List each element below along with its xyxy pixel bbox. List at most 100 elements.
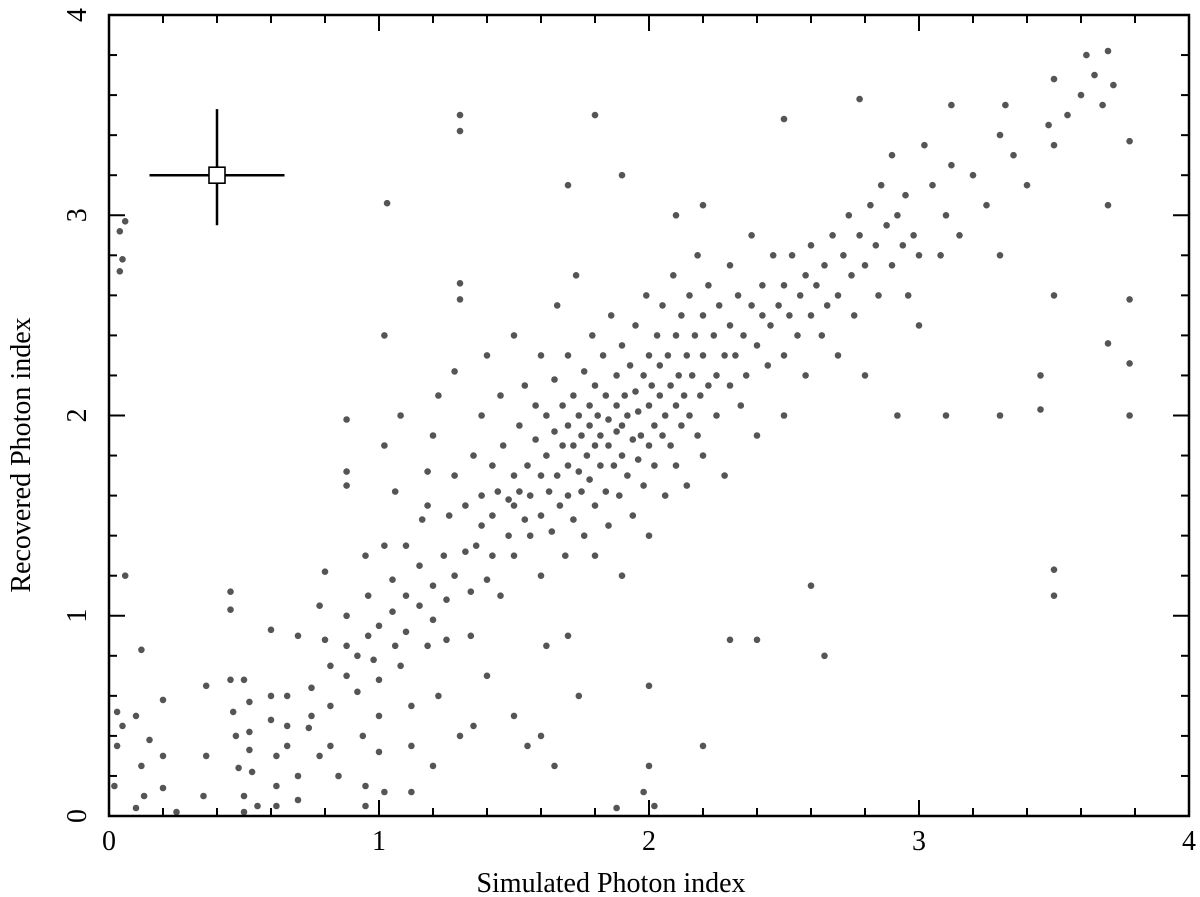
data-point: [594, 412, 601, 419]
data-point: [1050, 292, 1058, 299]
data-point: [532, 402, 539, 409]
data-point: [375, 622, 383, 630]
data-point: [675, 372, 682, 379]
data-point: [456, 111, 464, 119]
y-tick-label: 1: [62, 609, 93, 623]
data-point: [526, 532, 534, 539]
x-tick-label: 3: [912, 826, 926, 857]
data-point: [456, 127, 464, 135]
data-point: [497, 592, 504, 599]
data-point: [618, 171, 626, 179]
x-tick-label: 0: [102, 826, 116, 857]
data-point: [1104, 340, 1112, 347]
data-point: [227, 588, 234, 595]
data-point: [840, 252, 847, 259]
data-point: [470, 452, 477, 459]
error-bar-square: [208, 166, 226, 184]
data-point: [748, 302, 755, 309]
data-point: [640, 788, 647, 796]
data-point: [591, 111, 599, 119]
data-point: [861, 372, 869, 379]
data-point: [807, 312, 815, 319]
data-point: [575, 468, 583, 475]
data-point: [483, 672, 491, 680]
data-point: [273, 802, 280, 810]
data-point: [138, 762, 145, 770]
data-point: [553, 472, 561, 479]
data-point: [537, 512, 545, 519]
data-point: [537, 352, 545, 359]
data-point: [726, 322, 734, 329]
data-point: [489, 462, 496, 469]
data-point: [618, 572, 626, 579]
data-point: [267, 692, 275, 700]
data-point: [996, 412, 1004, 419]
data-point: [1099, 101, 1106, 109]
data-point: [267, 716, 275, 724]
data-point: [591, 442, 599, 449]
data-point: [780, 412, 788, 419]
data-point: [624, 412, 631, 419]
data-point: [713, 372, 720, 379]
data-point: [451, 472, 458, 479]
data-point: [678, 312, 685, 319]
data-point: [381, 442, 388, 449]
data-point: [616, 492, 623, 499]
data-point: [661, 492, 669, 499]
data-point: [564, 462, 572, 469]
data-point: [227, 676, 234, 684]
y-tick-label: 0: [62, 809, 93, 823]
data-point: [564, 422, 572, 429]
data-point: [861, 262, 869, 269]
data-point: [1126, 137, 1133, 145]
data-point: [613, 402, 620, 409]
data-point: [408, 788, 415, 796]
data-point: [570, 392, 577, 399]
data-point: [559, 442, 566, 449]
data-point: [283, 692, 291, 700]
data-point: [294, 772, 302, 780]
data-point: [726, 262, 734, 269]
data-point: [327, 662, 334, 670]
data-point: [802, 272, 809, 279]
data-point: [499, 442, 507, 449]
data-point: [667, 442, 674, 449]
data-point: [591, 552, 599, 559]
data-point: [788, 252, 796, 259]
data-point: [343, 482, 350, 489]
data-point: [435, 692, 442, 700]
data-point: [327, 702, 334, 710]
data-point: [470, 722, 477, 730]
data-point: [343, 672, 350, 680]
data-point: [613, 804, 620, 812]
data-point: [672, 402, 680, 409]
data-point: [397, 662, 404, 670]
data-point: [472, 542, 480, 549]
points-layer: [111, 47, 1133, 816]
data-point: [591, 382, 599, 389]
data-point: [364, 632, 372, 640]
data-point: [688, 372, 696, 379]
data-point: [467, 588, 475, 595]
data-point: [769, 252, 777, 259]
data-point: [570, 442, 577, 449]
data-point: [443, 596, 450, 603]
data-point: [732, 352, 739, 359]
data-point: [402, 542, 410, 549]
data-point: [321, 636, 329, 644]
data-point: [1110, 81, 1117, 89]
data-point: [597, 462, 604, 469]
data-point: [921, 141, 928, 149]
data-point: [713, 412, 720, 419]
data-point: [494, 488, 502, 495]
data-point: [532, 436, 539, 443]
data-point: [321, 568, 329, 575]
data-point: [637, 432, 645, 439]
data-point: [667, 382, 674, 389]
data-point: [138, 646, 145, 654]
data-point: [883, 222, 890, 229]
data-point: [424, 502, 431, 509]
data-point: [246, 728, 253, 736]
data-point: [116, 268, 124, 275]
data-point: [1083, 51, 1090, 59]
